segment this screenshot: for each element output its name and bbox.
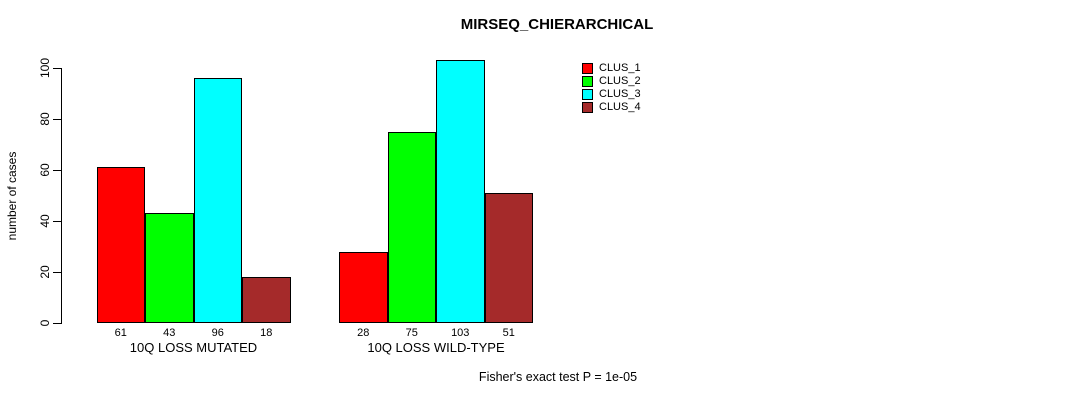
group-label: 10Q LOSS WILD-TYPE <box>367 340 505 355</box>
legend-label: CLUS_1 <box>599 62 641 74</box>
legend-swatch <box>582 63 593 74</box>
y-tick-label: 80 <box>38 112 52 126</box>
bar-value-label: 43 <box>163 327 176 339</box>
y-tick-label: 100 <box>38 57 52 79</box>
bar <box>242 277 291 323</box>
y-tick-label: 60 <box>38 163 52 177</box>
legend-swatch <box>582 89 593 100</box>
bar <box>145 213 194 323</box>
chart-title: MIRSEQ_CHIERARCHICAL <box>460 16 654 33</box>
bar-value-label: 61 <box>114 327 127 339</box>
annotation-text: Fisher's exact test P = 1e-05 <box>478 370 638 384</box>
legend-item: CLUS_3 <box>582 88 641 101</box>
legend-item: CLUS_2 <box>582 75 641 88</box>
y-axis-line <box>61 68 62 324</box>
legend-swatch <box>582 76 593 87</box>
y-tick <box>53 272 61 273</box>
bar-value-label: 75 <box>405 327 418 339</box>
legend-label: CLUS_2 <box>599 75 641 87</box>
legend: CLUS_1 CLUS_2 CLUS_3 CLUS_4 <box>582 62 641 114</box>
legend-label: CLUS_3 <box>599 88 641 100</box>
y-tick-label: 40 <box>38 214 52 228</box>
bar <box>193 78 242 323</box>
legend-swatch <box>582 102 593 113</box>
bar-value-label: 51 <box>502 327 515 339</box>
y-tick <box>53 119 61 120</box>
y-tick <box>53 221 61 222</box>
y-tick <box>53 68 61 69</box>
bar <box>436 60 485 323</box>
bar <box>484 192 533 323</box>
bar-value-label: 28 <box>357 327 370 339</box>
bar <box>96 167 145 323</box>
bar-value-label: 96 <box>211 327 224 339</box>
legend-item: CLUS_1 <box>582 62 641 75</box>
y-tick-label: 20 <box>38 265 52 279</box>
y-tick <box>53 170 61 171</box>
bar-value-label: 18 <box>260 327 273 339</box>
legend-label: CLUS_4 <box>599 101 641 113</box>
legend-item: CLUS_4 <box>582 101 641 114</box>
y-tick <box>53 323 61 324</box>
bar <box>339 251 388 323</box>
y-tick-label: 0 <box>38 319 52 327</box>
bar <box>387 131 436 323</box>
group-label: 10Q LOSS MUTATED <box>129 340 258 355</box>
bar-value-label: 103 <box>451 327 470 339</box>
